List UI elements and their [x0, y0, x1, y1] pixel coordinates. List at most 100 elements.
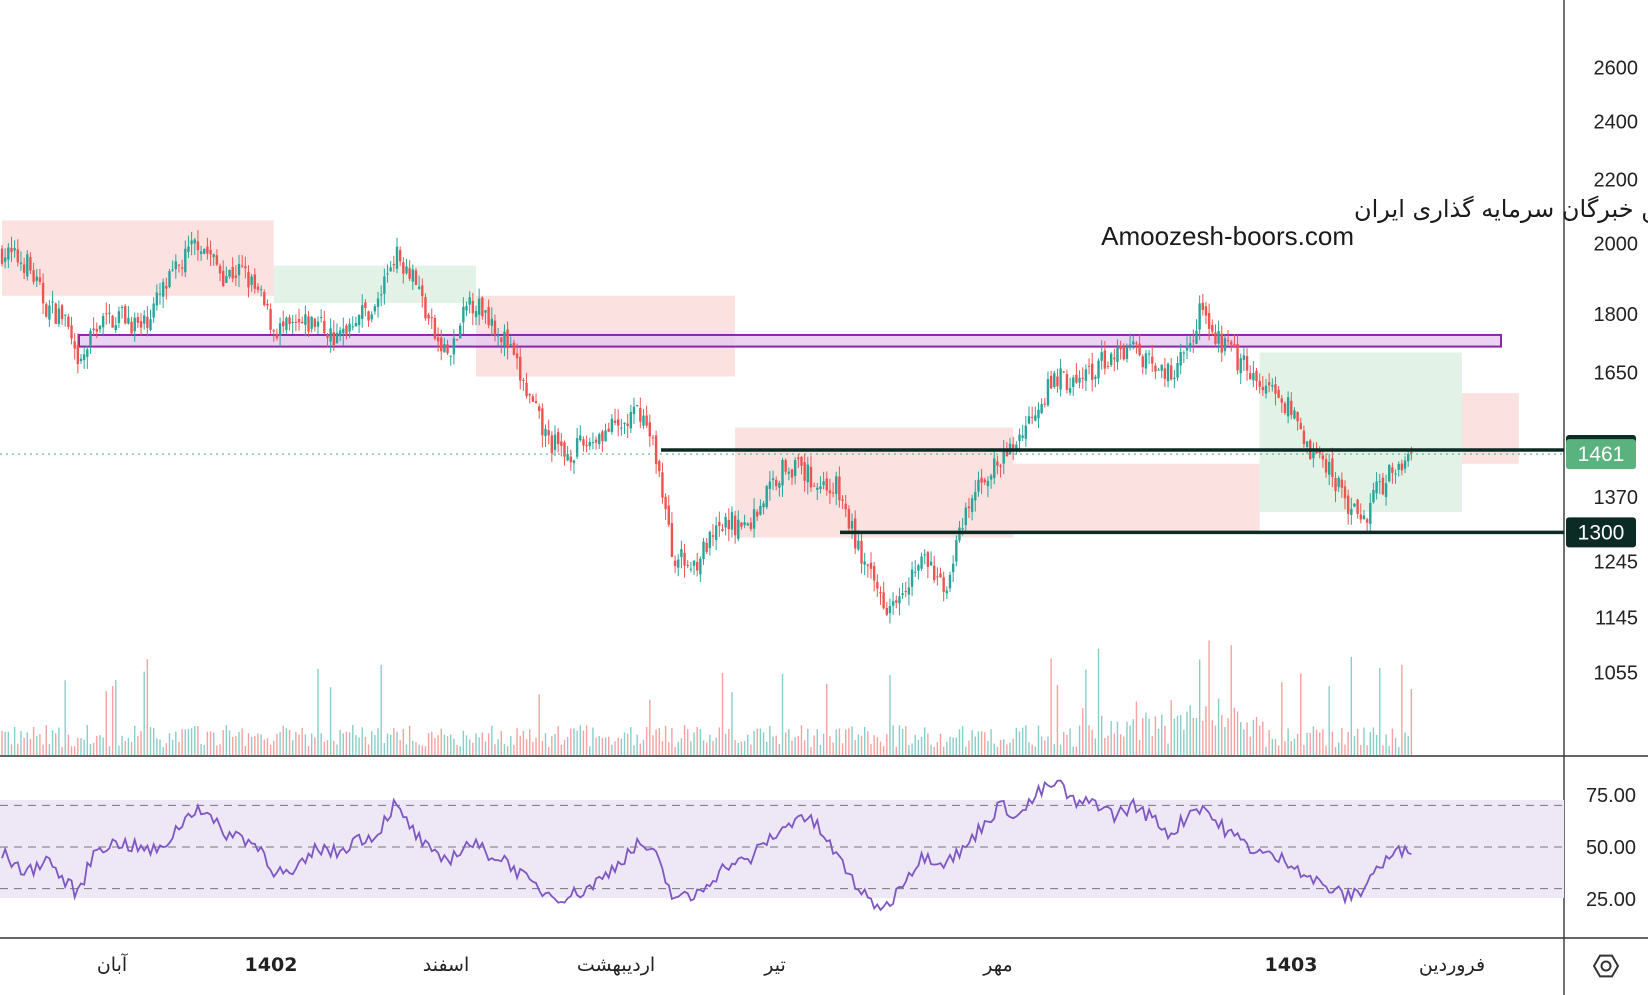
candle-body[interactable] [1372, 489, 1375, 503]
candle-body[interactable] [1030, 416, 1034, 419]
candle-body[interactable] [477, 298, 481, 315]
candle-body[interactable] [297, 318, 301, 323]
candle-body[interactable] [446, 344, 449, 354]
candle-body[interactable] [228, 269, 231, 277]
candle-body[interactable] [1362, 515, 1366, 520]
candle-body[interactable] [22, 264, 26, 273]
candle-body[interactable] [901, 593, 904, 596]
candle-body[interactable] [585, 445, 588, 447]
candle-body[interactable] [117, 311, 121, 323]
candle-body[interactable] [98, 325, 102, 330]
candle-body[interactable] [888, 606, 892, 614]
candle-body[interactable] [1230, 341, 1233, 345]
candle-body[interactable] [1378, 481, 1381, 483]
candle-body[interactable] [234, 275, 238, 278]
candle-body[interactable] [13, 248, 16, 251]
time-label[interactable]: مهر [982, 954, 1012, 976]
candle-body[interactable] [1261, 386, 1265, 391]
candle-body[interactable] [626, 423, 629, 426]
candle-body[interactable] [26, 254, 29, 277]
candle-body[interactable] [380, 294, 383, 296]
candle-body[interactable] [1043, 403, 1046, 405]
time-label[interactable]: اردیبهشت [577, 954, 655, 976]
candle-body[interactable] [841, 499, 844, 502]
candle-body[interactable] [733, 515, 737, 536]
candle-body[interactable] [82, 354, 86, 360]
candle-body[interactable] [1356, 499, 1359, 514]
candle-body[interactable] [1157, 369, 1160, 371]
candle-body[interactable] [338, 330, 342, 337]
candle-body[interactable] [1217, 330, 1220, 344]
candle-body[interactable] [247, 272, 250, 288]
candle-body[interactable] [29, 257, 32, 271]
candle-body[interactable] [869, 562, 873, 569]
candle-body[interactable] [493, 320, 497, 335]
candle-body[interactable] [335, 332, 339, 344]
candle-body[interactable] [1059, 368, 1062, 390]
candle-body[interactable] [1346, 495, 1350, 514]
candle-body[interactable] [443, 344, 446, 353]
candle-body[interactable] [0, 248, 4, 264]
price-axis[interactable]: 2600 2400 2200 2000 1800 1650 1370 1245 1145 1055 [1594, 58, 1639, 685]
candle-body[interactable] [218, 265, 222, 274]
candle-body[interactable] [38, 277, 42, 282]
candle-body[interactable] [487, 307, 490, 326]
candle-body[interactable] [351, 326, 354, 328]
candle-body[interactable] [816, 487, 819, 490]
candle-body[interactable] [177, 264, 181, 266]
candle-body[interactable] [1302, 430, 1306, 445]
candle-body[interactable] [1012, 444, 1015, 450]
candle-body[interactable] [1312, 452, 1315, 459]
candle-body[interactable] [408, 268, 411, 279]
candle-body[interactable] [977, 479, 980, 492]
candle-body[interactable] [898, 596, 901, 604]
candle-body[interactable] [617, 419, 620, 426]
candle-body[interactable] [1021, 435, 1024, 438]
candle-body[interactable] [500, 337, 503, 343]
candle-body[interactable] [642, 415, 645, 426]
candle-body[interactable] [1147, 353, 1151, 355]
candle-body[interactable] [231, 267, 234, 279]
candle-body[interactable] [392, 263, 396, 266]
candle-body[interactable] [329, 328, 332, 342]
candle-body[interactable] [503, 331, 506, 346]
candle-body[interactable] [860, 540, 863, 564]
candle-body[interactable] [705, 542, 708, 552]
candle-body[interactable] [474, 311, 478, 318]
candle-body[interactable] [699, 558, 702, 575]
candle-body[interactable] [1141, 356, 1144, 368]
candle-body[interactable] [288, 317, 291, 325]
candle-body[interactable] [1002, 448, 1005, 464]
candle-body[interactable] [64, 314, 67, 316]
candle-body[interactable] [1321, 455, 1325, 460]
candle-body[interactable] [101, 315, 105, 328]
candle-body[interactable] [1375, 481, 1378, 494]
candle-body[interactable] [215, 255, 219, 265]
candle-body[interactable] [414, 270, 418, 286]
candle-body[interactable] [632, 406, 636, 415]
candle-body[interactable] [133, 317, 136, 332]
candle-body[interactable] [825, 478, 828, 491]
candle-body[interactable] [1084, 369, 1088, 381]
candle-body[interactable] [613, 420, 617, 423]
candle-body[interactable] [955, 540, 958, 562]
candle-body[interactable] [765, 486, 768, 508]
candle-body[interactable] [553, 434, 557, 450]
candle-body[interactable] [629, 411, 633, 429]
candle-body[interactable] [607, 428, 610, 432]
time-label[interactable]: 1402 [245, 954, 298, 976]
candle-body[interactable] [1337, 477, 1340, 488]
candle-body[interactable] [661, 472, 664, 498]
candle-body[interactable] [1173, 377, 1176, 379]
candle-body[interactable] [1403, 460, 1407, 469]
candle-body[interactable] [361, 305, 364, 319]
candle-body[interactable] [481, 297, 484, 317]
candle-body[interactable] [522, 379, 525, 381]
candle-body[interactable] [1233, 344, 1236, 347]
candle-body[interactable] [139, 321, 143, 328]
candle-body[interactable] [1037, 409, 1040, 419]
candle-body[interactable] [108, 312, 111, 314]
candle-body[interactable] [1195, 330, 1198, 344]
candle-body[interactable] [746, 523, 749, 526]
